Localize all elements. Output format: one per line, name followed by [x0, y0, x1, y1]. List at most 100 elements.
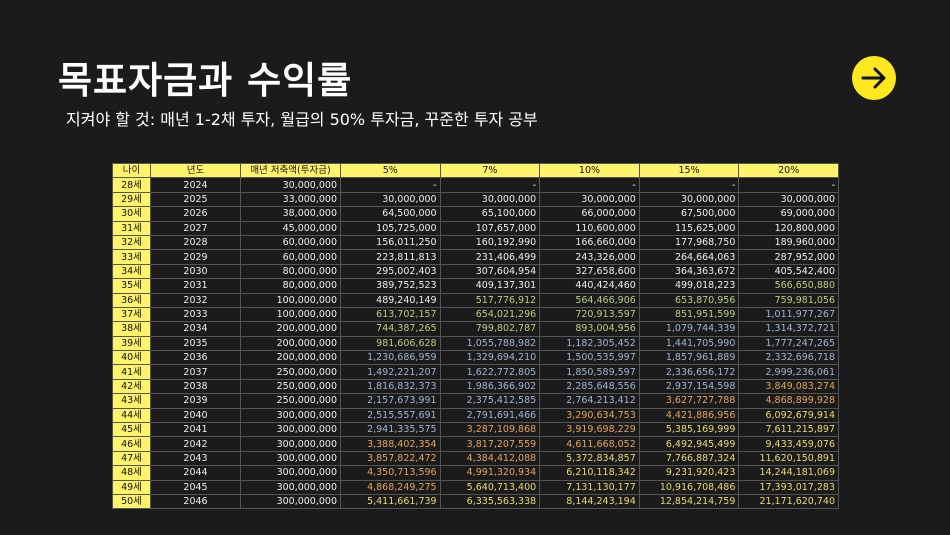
- table-row: 48세 2044 300,000,000 4,350,713,596 4,991,320…: [112, 465, 839, 481]
- amount-cell: 893,004,956: [539, 321, 640, 337]
- amount-cell: 156,011,250: [340, 234, 441, 251]
- amount-cell: 364,363,672: [638, 263, 740, 280]
- amount-cell: 80,000,000: [240, 278, 341, 294]
- amount-cell: 300,000,000: [240, 436, 341, 452]
- amount-cell: 17,393,017,283: [738, 479, 839, 495]
- amount-cell: 6,210,118,342: [539, 465, 640, 481]
- year-cell: 2031: [150, 278, 241, 294]
- amount-cell: 177,968,750: [638, 234, 740, 251]
- age-cell: 29세: [112, 191, 151, 208]
- year-cell: 2045: [150, 479, 241, 495]
- amount-cell: 287,952,000: [738, 249, 839, 265]
- amount-cell: 1,329,694,210: [439, 350, 541, 366]
- header-cell: 15%: [638, 162, 740, 179]
- amount-cell: 1,492,221,207: [340, 364, 441, 380]
- amount-cell: 30,000,000: [439, 191, 541, 208]
- amount-cell: -: [439, 177, 541, 193]
- amount-cell: 4,350,713,596: [340, 465, 441, 481]
- amount-cell: 67,500,000: [638, 206, 740, 222]
- amount-cell: 5,411,661,739: [340, 493, 441, 510]
- header-cell: 10%: [539, 162, 640, 179]
- amount-cell: 69,000,000: [738, 206, 839, 222]
- amount-cell: 2,791,691,466: [439, 407, 541, 424]
- age-cell: 36세: [112, 292, 151, 308]
- year-cell: 2041: [150, 422, 241, 438]
- amount-cell: 3,817,207,559: [439, 436, 541, 452]
- header-cell: 7%: [439, 162, 541, 179]
- amount-cell: 1,230,686,959: [340, 350, 441, 366]
- amount-cell: 327,658,600: [539, 263, 640, 280]
- amount-cell: 1,055,788,982: [439, 335, 541, 352]
- amount-cell: 200,000,000: [240, 335, 341, 352]
- amount-cell: 653,870,956: [638, 292, 740, 308]
- amount-cell: 1,500,535,997: [539, 350, 640, 366]
- amount-cell: 4,611,668,052: [539, 436, 640, 452]
- amount-cell: 2,285,648,556: [539, 378, 640, 395]
- amount-cell: 1,986,366,902: [439, 378, 541, 395]
- amount-cell: 4,868,249,275: [340, 479, 441, 495]
- amount-cell: 2,941,335,575: [340, 422, 441, 438]
- header-cell: 매년 저축액(투자금): [240, 162, 341, 179]
- amount-cell: 300,000,000: [240, 479, 341, 495]
- amount-cell: 7,611,215,897: [738, 422, 839, 438]
- year-cell: 2037: [150, 364, 241, 380]
- amount-cell: 1,441,705,990: [638, 335, 740, 352]
- amount-cell: 440,424,460: [539, 278, 640, 294]
- amount-cell: 264,664,063: [638, 249, 740, 265]
- amount-cell: 250,000,000: [240, 364, 341, 380]
- amount-cell: 3,627,727,788: [638, 393, 740, 409]
- amount-cell: 307,604,954: [439, 263, 541, 280]
- amount-cell: 30,000,000: [539, 191, 640, 208]
- amount-cell: 851,951,599: [638, 306, 740, 323]
- age-cell: 46세: [112, 436, 151, 452]
- year-cell: 2033: [150, 306, 241, 323]
- table-row: 40세 2036 200,000,000 1,230,686,959 1,329,694…: [112, 350, 839, 366]
- amount-cell: 489,240,149: [340, 292, 441, 308]
- table-row: 36세 2032 100,000,000 489,240,149 517,776,912…: [112, 292, 839, 308]
- amount-cell: 517,776,912: [439, 292, 541, 308]
- amount-cell: 120,800,000: [738, 220, 839, 236]
- amount-cell: 200,000,000: [240, 350, 341, 366]
- amount-cell: 64,500,000: [340, 206, 441, 222]
- amount-cell: 166,660,000: [539, 234, 640, 251]
- amount-cell: 1,182,305,452: [539, 335, 640, 352]
- amount-cell: 2,999,236,061: [738, 364, 839, 380]
- amount-cell: 243,326,000: [539, 249, 640, 265]
- amount-cell: 1,816,832,373: [340, 378, 441, 395]
- amount-cell: 499,018,223: [638, 278, 740, 294]
- amount-cell: 9,433,459,076: [738, 436, 839, 452]
- amount-cell: 60,000,000: [240, 234, 341, 251]
- age-cell: 38세: [112, 321, 151, 337]
- age-cell: 34세: [112, 263, 151, 280]
- header-row: 나이 년도 매년 저축액(투자금) 5% 7% 10% 15% 20%: [112, 162, 839, 179]
- year-cell: 2046: [150, 493, 241, 510]
- amount-cell: 5,372,834,857: [539, 450, 640, 467]
- age-cell: 33세: [112, 249, 151, 265]
- amount-cell: 295,002,403: [340, 263, 441, 280]
- header-cell: 5%: [340, 162, 441, 179]
- table-row: 30세 2026 38,000,000 64,500,000 65,100,000 66,…: [112, 206, 839, 222]
- year-cell: 2034: [150, 321, 241, 337]
- next-arrow[interactable]: [851, 55, 897, 101]
- amount-cell: 300,000,000: [240, 422, 341, 438]
- amount-cell: 1,011,977,267: [738, 306, 839, 323]
- amount-cell: -: [340, 177, 441, 193]
- amount-cell: 409,137,301: [439, 278, 541, 294]
- amount-cell: 1,857,961,889: [638, 350, 740, 366]
- year-cell: 2036: [150, 350, 241, 366]
- amount-cell: 65,100,000: [439, 206, 541, 222]
- amount-cell: 1,314,372,721: [738, 321, 839, 337]
- amount-cell: 4,991,320,934: [439, 465, 541, 481]
- amount-cell: 231,406,499: [439, 249, 541, 265]
- amount-cell: 2,336,656,172: [638, 364, 740, 380]
- table-row: 44세 2040 300,000,000 2,515,557,691 2,791,691…: [112, 407, 839, 424]
- age-cell: 37세: [112, 306, 151, 323]
- age-cell: 50세: [112, 493, 151, 510]
- amount-cell: 250,000,000: [240, 378, 341, 395]
- year-cell: 2040: [150, 407, 241, 424]
- age-cell: 47세: [112, 450, 151, 467]
- table-row: 33세 2029 60,000,000 223,811,813 231,406,499 2…: [112, 249, 839, 265]
- age-cell: 40세: [112, 350, 151, 366]
- age-cell: 48세: [112, 465, 151, 481]
